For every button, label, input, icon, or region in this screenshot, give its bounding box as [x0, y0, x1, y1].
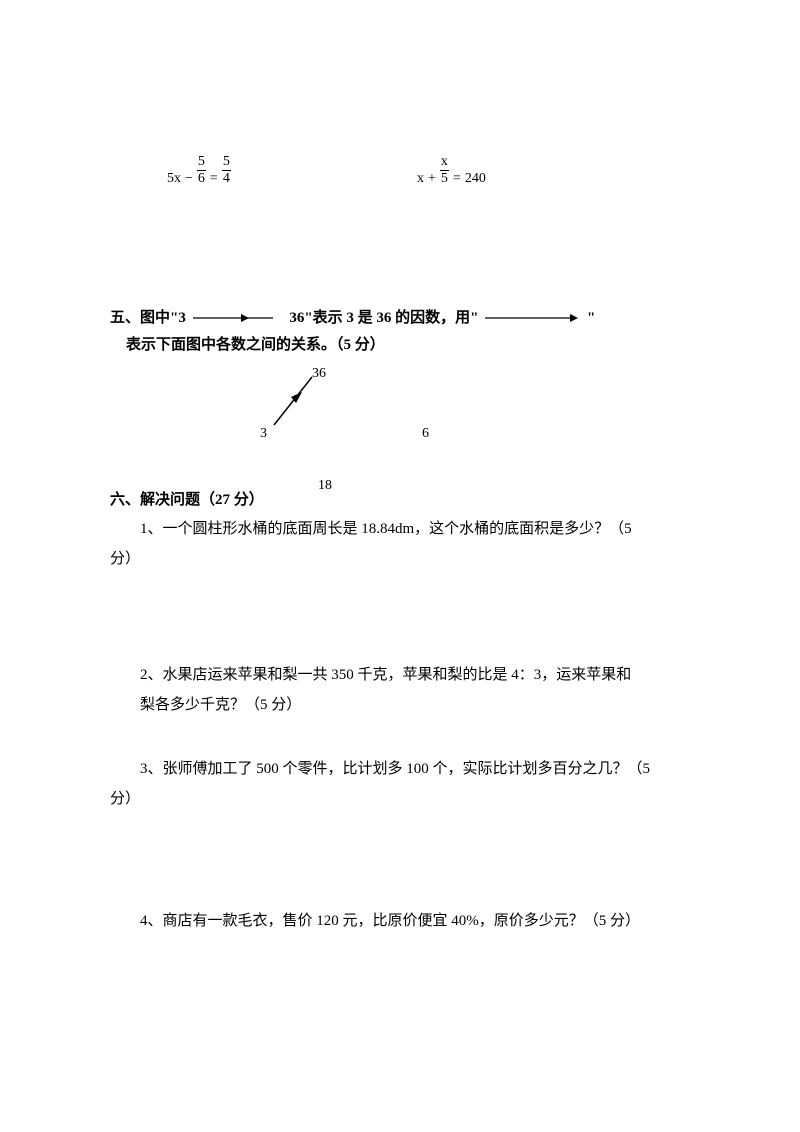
s5-text-b: 36"表示 3 是 36 的因数，用" — [289, 310, 478, 326]
q4: 4、商店有一款毛衣，售价 120 元，比原价便宜 40%，原价多少元？（5 分） — [140, 906, 690, 936]
equation-left: 5x − 5 6 = 5 4 — [165, 155, 415, 186]
node-3: 3 — [260, 423, 267, 445]
node-6: 6 — [422, 423, 429, 445]
frac-den: 5 — [440, 170, 449, 186]
q3-line1: 3、张师傅加工了 500 个零件，比计划多 100 个，实际比计划多百分之几？（… — [140, 754, 690, 784]
plus-sign: + — [426, 172, 438, 186]
page-root: 5x − 5 6 = 5 4 x + x 5 = 240 五、图中"3 — [0, 0, 800, 936]
q3-line2: 分） — [110, 784, 690, 814]
fraction-5-6: 5 6 — [197, 155, 206, 186]
frac-num: 5 — [222, 155, 231, 170]
section5-title-line1: 五、图中"3 36"表示 3 是 36 的因数，用" " — [110, 306, 690, 331]
arrow-icon — [485, 307, 580, 331]
q2-line1: 2、水果店运来苹果和梨一共 350 千克，苹果和梨的比是 4：3，运来苹果和 — [140, 660, 690, 690]
spacer — [110, 720, 690, 754]
frac-num: x — [440, 155, 449, 170]
equation-right: x + x 5 = 240 — [415, 155, 488, 186]
section5-title-line2: 表示下面图中各数之间的关系。（5 分） — [126, 333, 690, 357]
q1-line2: 分） — [110, 544, 690, 574]
frac-num: 5 — [197, 155, 206, 170]
factor-diagram: 36 3 6 18 — [210, 363, 510, 488]
equals-sign: = — [451, 172, 463, 186]
minus-sign: − — [183, 172, 195, 186]
rhs-240: 240 — [463, 172, 488, 186]
coef-5x: 5x — [165, 172, 183, 186]
frac-den: 6 — [197, 170, 206, 186]
s5-text-a: 五、图中"3 — [110, 310, 186, 326]
spacer — [110, 814, 690, 906]
section6-title: 六、解决问题（27 分） — [110, 488, 690, 512]
equals-sign: = — [208, 172, 220, 186]
fraction-5-4: 5 4 — [222, 155, 231, 186]
equations-row: 5x − 5 6 = 5 4 x + x 5 = 240 — [165, 155, 690, 186]
node-18: 18 — [318, 475, 332, 497]
s5-text-c: " — [587, 310, 595, 326]
frac-den: 4 — [222, 170, 231, 186]
arrow-3-to-36 — [272, 373, 316, 427]
spacer — [110, 574, 690, 660]
fraction-x-5: x 5 — [440, 155, 449, 186]
arrow-icon — [193, 307, 283, 331]
q1-line1: 1、一个圆柱形水桶的底面周长是 18.84dm，这个水桶的底面积是多少？（5 — [140, 514, 690, 544]
var-x: x — [415, 172, 426, 186]
q2-line2: 梨各多少千克？（5 分） — [140, 690, 690, 720]
section6: 六、解决问题（27 分） 1、一个圆柱形水桶的底面周长是 18.84dm，这个水… — [110, 488, 690, 936]
